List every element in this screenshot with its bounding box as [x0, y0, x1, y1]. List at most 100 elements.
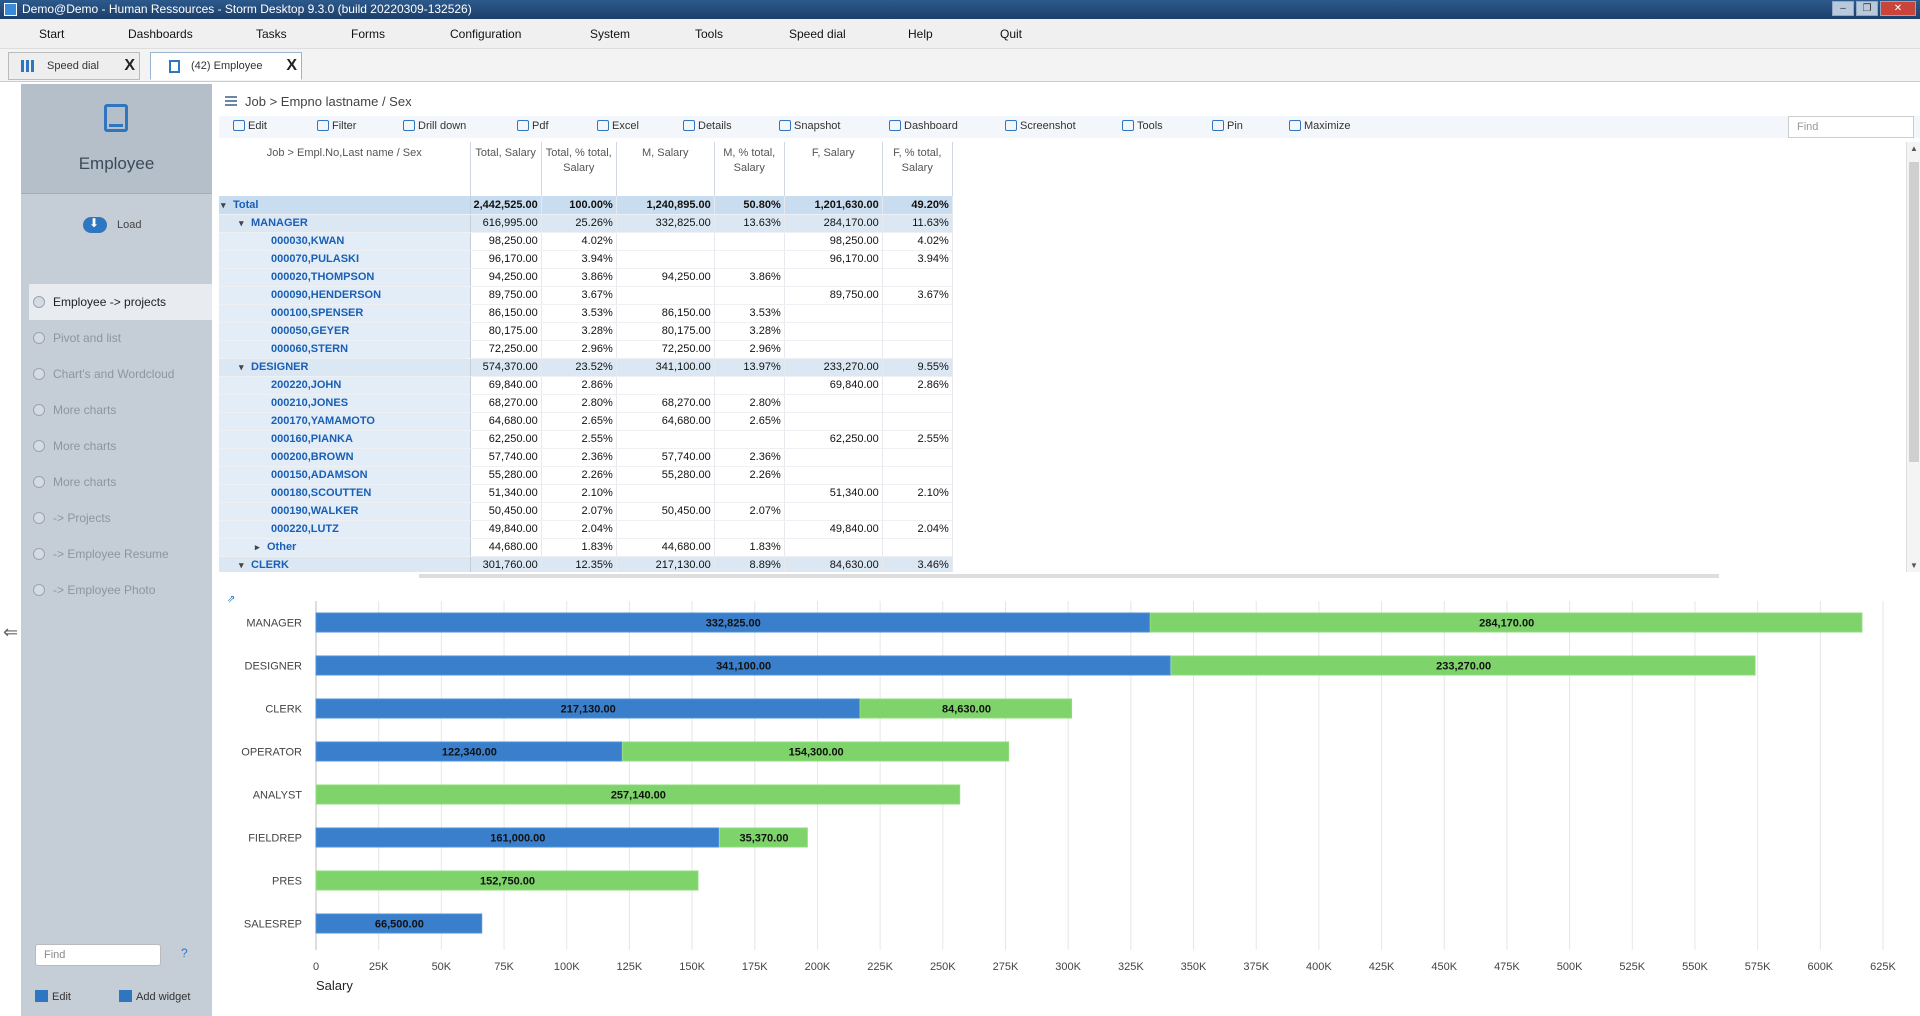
pdf-button[interactable]: Pdf [517, 120, 549, 132]
bar-segment[interactable] [315, 784, 961, 805]
row-label[interactable]: 000150,ADAMSON [219, 466, 471, 485]
table-row[interactable]: 000190,WALKER 50,450.00 2.07% 50,450.00 2.07… [219, 502, 953, 521]
sidebar-item-more-charts-3[interactable]: More charts [29, 464, 212, 500]
chart-settings-icon[interactable]: ⇗ [227, 594, 236, 605]
find-input[interactable]: Find [1788, 116, 1914, 138]
row-label[interactable]: ▸ Other [219, 538, 471, 557]
column-header[interactable]: M, Salary [616, 142, 715, 196]
row-label[interactable]: 000180,SCOUTTEN [219, 484, 471, 503]
sidebar-find-input[interactable]: Find [35, 944, 161, 966]
bar-segment[interactable] [1170, 655, 1756, 676]
scroll-down-icon[interactable]: ▼ [1910, 561, 1918, 570]
bar-segment[interactable] [315, 698, 860, 719]
column-header[interactable]: Total, Salary [470, 142, 542, 196]
tab-speed-dial[interactable]: Speed dial X [8, 52, 140, 80]
column-header[interactable]: Total, % total, Salary [541, 142, 617, 196]
menu-configuration[interactable]: Configuration [450, 27, 522, 41]
row-label[interactable]: ▾ CLERK [219, 556, 471, 572]
table-row[interactable]: 000030,KWAN 98,250.00 4.02% 98,250.00 4.02% [219, 232, 953, 251]
table-row[interactable]: 000150,ADAMSON 55,280.00 2.26% 55,280.00 2.2… [219, 466, 953, 485]
row-label[interactable]: ▾ Total [219, 196, 471, 215]
sidebar-item-employee-photo[interactable]: -> Employee Photo [29, 572, 212, 608]
table-row[interactable]: 000180,SCOUTTEN 51,340.00 2.10% 51,340.00 2.… [219, 484, 953, 503]
column-header[interactable]: F, % total, Salary [882, 142, 953, 196]
table-row[interactable]: 000070,PULASKI 96,170.00 3.94% 96,170.00 3.9… [219, 250, 953, 269]
bar-segment[interactable] [1149, 612, 1863, 633]
tab-close-icon[interactable]: X [286, 57, 297, 74]
table-row[interactable]: ▸ Other 44,680.00 1.83% 44,680.00 1.83% [219, 538, 953, 557]
dashboard-button[interactable]: Dashboard [889, 120, 958, 132]
row-label[interactable]: 000060,STERN [219, 340, 471, 359]
column-header[interactable]: M, % total, Salary [714, 142, 785, 196]
bar-segment[interactable] [622, 741, 1010, 762]
row-label[interactable]: 000210,JONES [219, 394, 471, 413]
sidebar-item-employee-projects[interactable]: Employee -> projects [29, 284, 212, 320]
row-label[interactable]: 000090,HENDERSON [219, 286, 471, 305]
collapse-icon[interactable]: ▾ [221, 199, 226, 210]
collapse-arrow-icon[interactable]: ⇐ [3, 622, 19, 642]
row-label[interactable]: ▾ DESIGNER [219, 358, 471, 377]
table-row[interactable]: 000160,PIANKA 62,250.00 2.55% 62,250.00 2.55… [219, 430, 953, 449]
row-label[interactable]: 200170,YAMAMOTO [219, 412, 471, 431]
horizontal-scrollbar[interactable] [419, 574, 1719, 578]
snapshot-button[interactable]: Snapshot [779, 120, 840, 132]
collapse-icon[interactable]: ▾ [239, 218, 244, 228]
menu-system[interactable]: System [590, 27, 631, 41]
table-row[interactable]: 200220,JOHN 69,840.00 2.86% 69,840.00 2.86% [219, 376, 953, 395]
table-row[interactable]: ▾ MANAGER 616,995.00 25.26% 332,825.00 13.63%… [219, 214, 953, 233]
menu-help[interactable]: Help [908, 27, 933, 41]
excel-button[interactable]: Excel [597, 120, 639, 132]
bar-segment[interactable] [315, 655, 1171, 676]
table-row[interactable]: ▾ CLERK 301,760.00 12.35% 217,130.00 8.89% 84,… [219, 556, 953, 572]
table-row[interactable]: 000090,HENDERSON 89,750.00 3.67% 89,750.00 3… [219, 286, 953, 305]
menu-speed-dial[interactable]: Speed dial [789, 27, 846, 41]
row-label[interactable]: 000160,PIANKA [219, 430, 471, 449]
column-header[interactable]: Job > Empl.No,Last name / Sex [219, 142, 471, 196]
row-label[interactable]: 200220,JOHN [219, 376, 471, 395]
maximize-button[interactable]: Maximize [1289, 120, 1350, 132]
bar-segment[interactable] [315, 870, 699, 891]
row-label[interactable]: ▾ MANAGER [219, 214, 471, 233]
add-widget-button[interactable]: Add widget [119, 990, 190, 1003]
sidebar-item-more-charts-2[interactable]: More charts [29, 428, 212, 464]
row-label[interactable]: 000020,THOMPSON [219, 268, 471, 287]
expand-icon[interactable]: ▸ [255, 542, 260, 552]
row-label[interactable]: 000200,BROWN [219, 448, 471, 467]
collapse-icon[interactable]: ▾ [239, 362, 244, 372]
table-row[interactable]: 000100,SPENSER 86,150.00 3.53% 86,150.00 3.5… [219, 304, 953, 323]
table-row[interactable]: 000050,GEYER 80,175.00 3.28% 80,175.00 3.28% [219, 322, 953, 341]
row-label[interactable]: 000100,SPENSER [219, 304, 471, 323]
table-row[interactable]: ▾ DESIGNER 574,370.00 23.52% 341,100.00 13.97… [219, 358, 953, 377]
restore-icon[interactable]: ❐ [1856, 1, 1878, 16]
sidebar-edit-button[interactable]: Edit [35, 990, 71, 1003]
bar-segment[interactable] [719, 827, 808, 848]
close-window-icon[interactable]: ✕ [1880, 1, 1916, 16]
scroll-up-icon[interactable]: ▲ [1910, 144, 1918, 153]
menu-forms[interactable]: Forms [351, 27, 385, 41]
table-row[interactable]: 200170,YAMAMOTO 64,680.00 2.65% 64,680.00 2.… [219, 412, 953, 431]
row-label[interactable]: 000030,KWAN [219, 232, 471, 251]
menu-dashboards[interactable]: Dashboards [128, 27, 193, 41]
bar-segment[interactable] [315, 913, 483, 934]
sidebar-item-projects[interactable]: -> Projects [29, 500, 212, 536]
table-row[interactable]: 000200,BROWN 57,740.00 2.36% 57,740.00 2.36% [219, 448, 953, 467]
sidebar-item-employee-resume[interactable]: -> Employee Resume [29, 536, 212, 572]
bar-segment[interactable] [315, 612, 1150, 633]
sidebar-item-pivot-list[interactable]: Pivot and list [29, 320, 212, 356]
edit-button[interactable]: Edit [233, 120, 267, 132]
minimize-icon[interactable]: – [1832, 1, 1854, 16]
menu-quit[interactable]: Quit [1000, 27, 1023, 41]
filter-button[interactable]: Filter [317, 120, 356, 132]
pin-button[interactable]: Pin [1212, 120, 1243, 132]
menu-start[interactable]: Start [39, 27, 65, 41]
table-row[interactable]: 000210,JONES 68,270.00 2.80% 68,270.00 2.80% [219, 394, 953, 413]
bar-segment[interactable] [315, 827, 720, 848]
vertical-scrollbar[interactable]: ▲ ▼ [1906, 142, 1920, 572]
tab-employee[interactable]: (42) Employee X [150, 52, 302, 80]
drill-down-button[interactable]: Drill down [403, 120, 466, 132]
row-label[interactable]: 000190,WALKER [219, 502, 471, 521]
bar-segment[interactable] [315, 741, 623, 762]
sidebar-item-charts-wordcloud[interactable]: Chart's and Wordcloud [29, 356, 212, 392]
column-header[interactable]: F, Salary [784, 142, 883, 196]
table-row[interactable]: 000020,THOMPSON 94,250.00 3.86% 94,250.00 3.… [219, 268, 953, 287]
